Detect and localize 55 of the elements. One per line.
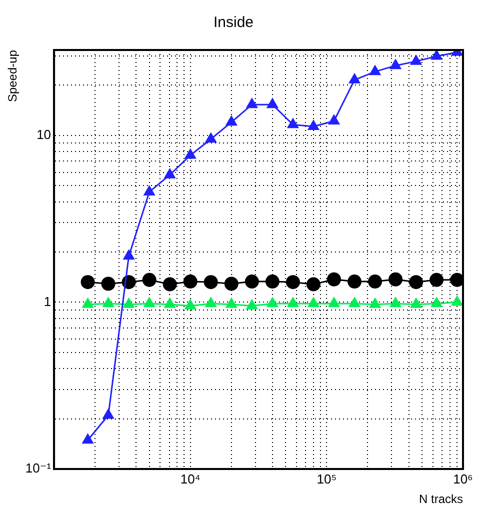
point: [389, 296, 402, 308]
point: [430, 272, 444, 287]
point: [348, 296, 361, 308]
point: [102, 408, 114, 419]
point: [430, 50, 443, 60]
point: [225, 297, 238, 308]
point: [266, 296, 278, 308]
point: [307, 120, 320, 130]
point: [368, 297, 382, 308]
point: [143, 184, 156, 196]
point: [328, 114, 340, 124]
x-tick-label: 10⁶: [453, 471, 473, 486]
point: [266, 98, 278, 108]
point: [410, 297, 422, 308]
point: [224, 276, 238, 291]
y-tick-label: 1: [44, 294, 52, 309]
point: [307, 296, 320, 308]
point: [328, 296, 340, 308]
y-tick-label: 10⁻¹: [25, 460, 52, 476]
point: [451, 295, 463, 306]
point: [368, 64, 382, 76]
y-tick-label: 10: [36, 126, 52, 142]
point: [450, 272, 463, 287]
point: [143, 296, 156, 308]
point: [164, 297, 176, 308]
point: [389, 58, 402, 70]
x-axis-title: N tracks: [418, 492, 463, 506]
point: [286, 296, 300, 308]
x-tick-label: 10⁴: [180, 471, 200, 486]
point: [122, 297, 135, 308]
point: [164, 168, 176, 178]
point: [430, 296, 443, 308]
point: [142, 272, 156, 287]
point: [225, 115, 238, 126]
point: [410, 54, 422, 65]
point: [306, 277, 320, 292]
point: [184, 298, 196, 310]
point: [246, 98, 258, 108]
point: [204, 296, 217, 308]
point: [348, 72, 361, 84]
point: [122, 249, 135, 260]
chart-title: Inside: [213, 14, 254, 32]
point: [388, 272, 403, 286]
point: [82, 433, 94, 444]
point: [204, 132, 217, 143]
point: [82, 297, 94, 308]
point: [102, 296, 114, 308]
point: [184, 148, 196, 159]
point: [101, 276, 116, 291]
point: [286, 118, 300, 128]
point: [326, 272, 341, 286]
point: [162, 277, 177, 292]
y-axis-title: Speed-up: [6, 50, 20, 102]
point: [246, 298, 258, 310]
x-tick-label: 10⁵: [316, 471, 337, 486]
